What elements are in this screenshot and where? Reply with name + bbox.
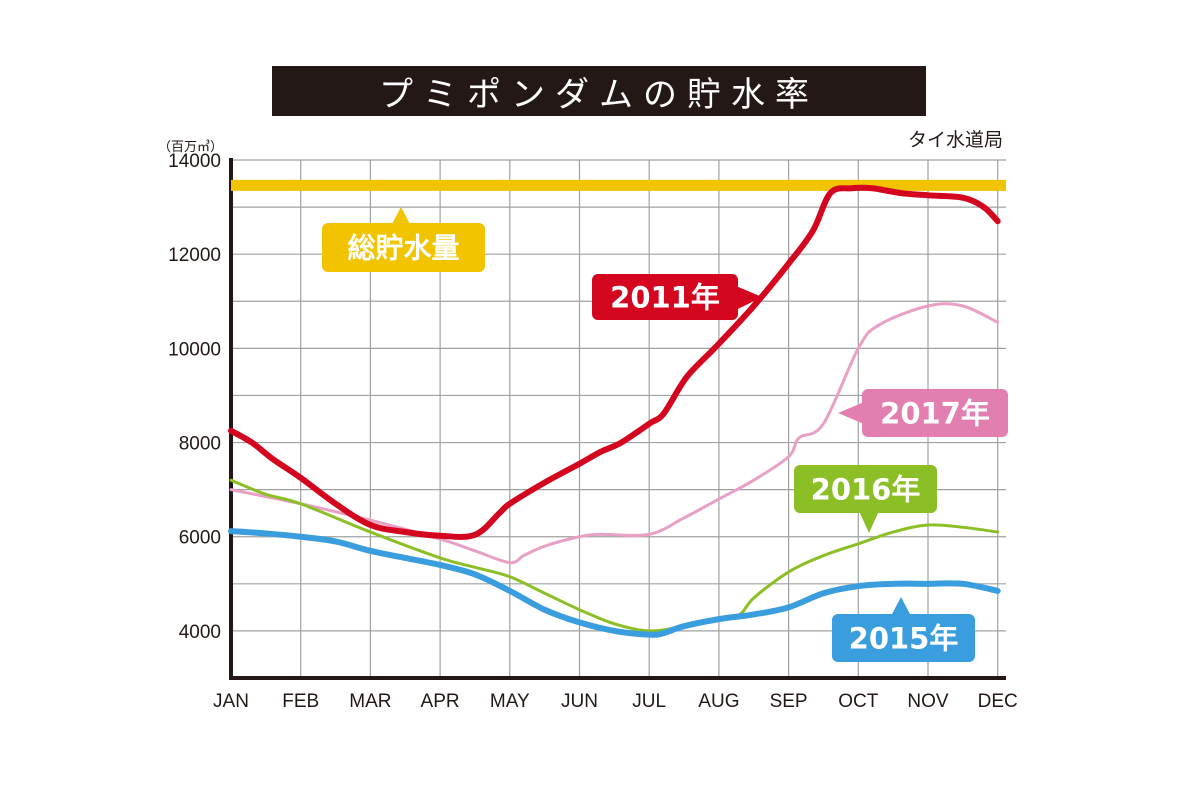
x-tick-label: APR [421,691,460,712]
y-tick-label: 8000 [179,434,221,455]
x-tick-label: DEC [978,691,1018,712]
x-tick-label: MAY [490,691,530,712]
series-line-2017 [229,302,1000,565]
callout-2017-box [862,389,1008,437]
callout-2011-box [592,274,738,320]
x-tick-label: JUN [561,691,598,712]
callout-2015-pointer [891,597,911,616]
x-tick-label: OCT [838,691,879,712]
series-line-2011 [228,184,1001,540]
x-tick-label: FEB [282,691,319,712]
series-line-2016 [229,478,1000,633]
capacity-label-box [322,223,485,272]
capacity-label-pointer [392,207,410,224]
x-tick-label: MAR [349,691,391,712]
callout-2016-text: 2016年 [811,472,921,506]
callout-2015-text: 2015年 [849,621,959,655]
x-tick-label: AUG [698,691,739,712]
y-axis-unit-label: （百万㎥） [158,140,224,155]
capacity-label-text: 総貯水量 [347,232,459,265]
callout-2016-pointer [859,511,879,533]
callout-2015-box [832,614,975,662]
callout-2016-box [794,465,937,513]
x-tick-label: NOV [907,691,949,712]
x-tick-label: JUL [632,691,666,712]
x-tick-label: SEP [770,691,808,712]
y-tick-label: 6000 [179,528,221,549]
chart-title: プミポンダムの貯水率 [272,66,926,116]
y-tick-label: 4000 [179,622,221,643]
series-line-2015 [228,528,1001,638]
y-tick-label: 14000 [168,151,221,172]
callout-2011-pointer [736,286,762,310]
y-tick-label: 12000 [168,245,221,266]
callout-2011-text: 2011年 [610,280,720,314]
callout-2017-text: 2017年 [880,396,990,430]
callout-2017-pointer [838,402,864,424]
y-tick-label: 10000 [168,339,221,360]
source-label: タイ水道局 [907,129,1003,151]
x-tick-label: JAN [213,691,249,712]
